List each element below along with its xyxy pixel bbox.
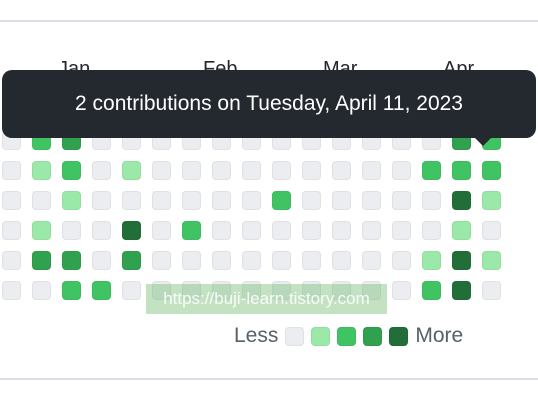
contribution-day-cell[interactable] <box>332 221 351 240</box>
contribution-day-cell[interactable] <box>452 221 471 240</box>
contribution-day-cell[interactable] <box>452 281 471 300</box>
contribution-day-cell[interactable] <box>272 161 291 180</box>
contribution-day-cell[interactable] <box>2 251 21 270</box>
contribution-day-cell[interactable] <box>212 281 231 300</box>
contribution-day-cell[interactable] <box>212 191 231 210</box>
contribution-day-cell[interactable] <box>272 221 291 240</box>
contribution-day-cell[interactable] <box>272 251 291 270</box>
contribution-day-cell[interactable] <box>332 191 351 210</box>
contribution-day-cell[interactable] <box>302 191 321 210</box>
legend-swatch-level-4 <box>389 326 409 346</box>
contribution-day-cell[interactable] <box>242 251 261 270</box>
contribution-day-cell[interactable] <box>122 221 141 240</box>
contribution-day-cell[interactable] <box>182 221 201 240</box>
contribution-day-cell[interactable] <box>182 251 201 270</box>
contribution-day-cell[interactable] <box>482 161 501 180</box>
contribution-day-cell[interactable] <box>392 191 411 210</box>
contribution-day-cell[interactable] <box>2 191 21 210</box>
contribution-day-cell[interactable] <box>152 281 171 300</box>
contribution-day-cell[interactable] <box>302 251 321 270</box>
contribution-day-cell[interactable] <box>152 251 171 270</box>
contribution-day-cell[interactable] <box>32 191 51 210</box>
contribution-day-cell[interactable] <box>2 161 21 180</box>
contribution-day-cell[interactable] <box>482 281 501 300</box>
contribution-day-cell[interactable] <box>62 281 81 300</box>
contribution-day-cell[interactable] <box>362 281 381 300</box>
contribution-day-cell[interactable] <box>152 161 171 180</box>
contribution-legend: Less More <box>234 322 463 350</box>
contribution-day-cell[interactable] <box>2 221 21 240</box>
contribution-day-cell[interactable] <box>452 161 471 180</box>
bottom-divider <box>0 378 538 380</box>
contribution-day-cell[interactable] <box>332 251 351 270</box>
contribution-day-cell[interactable] <box>152 191 171 210</box>
contribution-day-cell[interactable] <box>332 281 351 300</box>
contribution-day-cell[interactable] <box>302 221 321 240</box>
contribution-day-cell[interactable] <box>362 191 381 210</box>
contribution-day-cell[interactable] <box>422 221 441 240</box>
contribution-day-cell[interactable] <box>92 281 111 300</box>
contribution-day-cell[interactable] <box>92 191 111 210</box>
contribution-day-cell[interactable] <box>32 161 51 180</box>
contribution-day-cell[interactable] <box>122 161 141 180</box>
contribution-day-cell[interactable] <box>62 161 81 180</box>
contribution-day-cell[interactable] <box>32 281 51 300</box>
legend-swatch-level-2 <box>337 326 357 346</box>
contribution-day-cell[interactable] <box>362 251 381 270</box>
contribution-day-cell[interactable] <box>242 221 261 240</box>
contribution-tooltip: 2 contributions on Tuesday, April 11, 20… <box>2 70 536 138</box>
contribution-day-cell[interactable] <box>272 281 291 300</box>
top-divider <box>0 20 538 22</box>
contribution-day-cell[interactable] <box>32 251 51 270</box>
contribution-day-cell[interactable] <box>422 191 441 210</box>
contribution-day-cell[interactable] <box>212 251 231 270</box>
contribution-day-cell[interactable] <box>452 191 471 210</box>
contribution-day-cell[interactable] <box>212 161 231 180</box>
contribution-day-cell[interactable] <box>62 251 81 270</box>
contribution-day-cell[interactable] <box>452 251 471 270</box>
contribution-day-cell[interactable] <box>482 221 501 240</box>
contribution-day-cell[interactable] <box>422 251 441 270</box>
legend-swatch-level-3 <box>363 326 383 346</box>
contribution-day-cell[interactable] <box>182 191 201 210</box>
legend-swatch-level-0 <box>285 326 305 346</box>
contribution-day-cell[interactable] <box>392 251 411 270</box>
legend-more-label: More <box>415 324 464 347</box>
contribution-day-cell[interactable] <box>242 161 261 180</box>
contribution-day-cell[interactable] <box>92 221 111 240</box>
contribution-day-cell[interactable] <box>92 161 111 180</box>
contribution-day-cell[interactable] <box>32 221 51 240</box>
contribution-day-cell[interactable] <box>152 221 171 240</box>
contribution-day-cell[interactable] <box>422 281 441 300</box>
contribution-day-cell[interactable] <box>62 221 81 240</box>
contribution-day-cell[interactable] <box>212 221 231 240</box>
contribution-day-cell[interactable] <box>482 251 501 270</box>
contribution-day-cell[interactable] <box>302 281 321 300</box>
contribution-day-cell[interactable] <box>242 281 261 300</box>
contribution-day-cell[interactable] <box>122 251 141 270</box>
contribution-day-cell[interactable] <box>482 191 501 210</box>
contribution-day-cell[interactable] <box>2 281 21 300</box>
contribution-day-cell[interactable] <box>332 161 351 180</box>
contribution-day-cell[interactable] <box>122 191 141 210</box>
legend-swatch-level-1 <box>311 326 331 346</box>
contribution-day-cell[interactable] <box>422 161 441 180</box>
contribution-day-cell[interactable] <box>92 251 111 270</box>
contribution-day-cell[interactable] <box>392 281 411 300</box>
contribution-day-cell[interactable] <box>122 281 141 300</box>
contribution-day-cell[interactable] <box>272 191 291 210</box>
contribution-day-cell[interactable] <box>182 161 201 180</box>
contribution-day-cell[interactable] <box>362 161 381 180</box>
contribution-day-cell[interactable] <box>392 161 411 180</box>
contribution-day-cell[interactable] <box>62 191 81 210</box>
legend-less-label: Less <box>234 324 279 347</box>
contribution-day-cell[interactable] <box>302 161 321 180</box>
contribution-day-cell[interactable] <box>392 221 411 240</box>
contribution-day-cell[interactable] <box>362 221 381 240</box>
contribution-day-cell[interactable] <box>242 191 261 210</box>
contribution-day-cell[interactable] <box>182 281 201 300</box>
watermark-text: https://buji-learn.tistory.com <box>146 284 387 314</box>
tooltip-caret <box>474 137 492 146</box>
